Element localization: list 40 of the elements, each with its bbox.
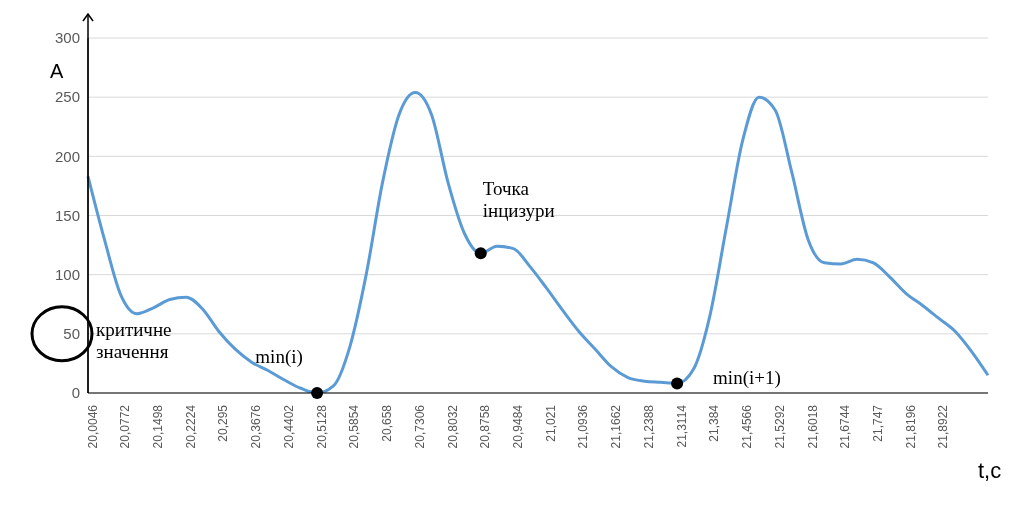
y-axis-title: A [50,60,64,82]
x-tick-label: 20,4402 [281,404,296,449]
x-tick-label: 20,295 [216,404,231,442]
y-tick-label: 0 [71,384,80,402]
x-tick-label: 21,6018 [805,404,820,449]
y-tick-label: 250 [54,88,80,106]
x-axis-title: t,c [978,458,1002,483]
annotation: min(i) [255,346,303,368]
x-tick-label: 20,8032 [445,404,460,449]
y-tick-label: 150 [54,206,80,224]
x-tick-label: 20,2224 [183,404,198,449]
x-tick-label: 21,747 [870,404,885,442]
x-tick-label: 20,1498 [150,404,165,449]
x-tick-label: 21,5292 [772,404,787,449]
x-tick-label: 21,8196 [903,404,918,449]
x-tick-label: 20,5854 [347,404,362,449]
y-tick-label: 50 [63,325,80,343]
x-tick-label: 21,021 [543,404,558,442]
x-tick-label: 21,2388 [641,404,656,449]
x-tick-label: 21,6744 [838,404,853,449]
x-tick-label: 21,4566 [740,404,755,449]
annotation: min(i+1) [713,366,781,389]
x-tick-label: 20,5128 [314,404,329,449]
x-tick-label: 21,0936 [576,404,591,449]
y-tick-label: 100 [54,265,80,283]
x-tick-label: 21,8922 [936,404,951,449]
x-tick-label: 20,9484 [510,404,525,449]
y-tick-label: 200 [54,147,80,165]
x-tick-label: 20,3676 [249,404,264,449]
x-tick-label: 20,8758 [478,404,493,449]
x-tick-label: 21,384 [707,404,722,442]
x-tick-label: 20,7306 [412,404,427,449]
x-tick-label: 20,658 [380,404,395,442]
x-tick-label: 20,0046 [85,404,100,449]
x-tick-label: 21,1662 [609,404,624,449]
annotation: критичне значення [96,318,172,362]
y-tick-label: 300 [54,29,80,47]
x-tick-label: 20,0772 [118,404,133,449]
annotation: Точка інцизури [482,178,555,222]
x-tick-label: 21,3114 [674,404,689,448]
